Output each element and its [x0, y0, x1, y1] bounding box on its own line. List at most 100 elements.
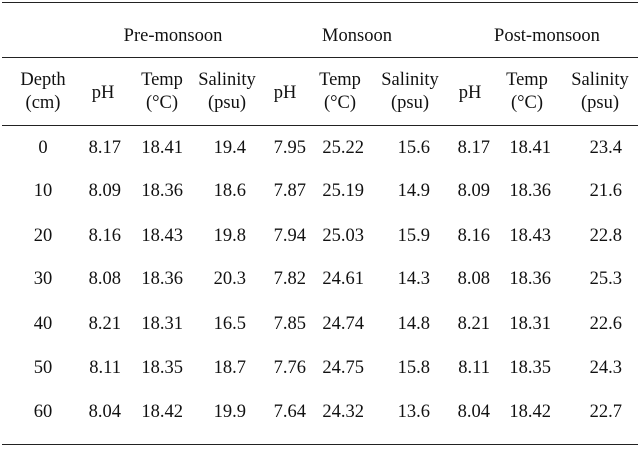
column-header-temp-pre-line1: Temp	[141, 70, 183, 90]
cell-ph-pre: 8.16	[88, 226, 121, 246]
top-rule	[2, 2, 638, 3]
cell-temp-pre: 18.36	[141, 269, 183, 289]
column-header-temp-pre: Temp (°C)	[141, 69, 183, 115]
cell-salinity-post: 22.7	[589, 402, 622, 422]
cell-ph-post: 8.16	[457, 226, 490, 246]
cell-temp-pre: 18.31	[141, 314, 183, 334]
cell-salinity-post: 21.6	[589, 181, 622, 201]
cell-temp-post: 18.36	[509, 269, 551, 289]
column-header-ph-post: pH	[458, 83, 482, 103]
cell-ph-post: 8.11	[458, 358, 490, 378]
cell-salinity-post: 23.4	[589, 138, 622, 158]
cell-ph-monsoon: 7.85	[273, 314, 306, 334]
column-header-temp-post: Temp (°C)	[506, 69, 548, 115]
cell-ph-monsoon: 7.95	[273, 138, 306, 158]
cell-ph-pre: 8.09	[88, 181, 121, 201]
column-header-temp-monsoon-line2: (°C)	[323, 93, 357, 113]
group-header-pre-monsoon: Pre-monsoon	[123, 26, 223, 46]
cell-ph-monsoon: 7.76	[273, 358, 306, 378]
cell-salinity-post: 22.8	[589, 226, 622, 246]
cell-temp-pre: 18.41	[141, 138, 183, 158]
column-header-temp-post-line2: (°C)	[510, 93, 544, 113]
column-header-temp-pre-line2: (°C)	[145, 93, 179, 113]
cell-ph-monsoon: 7.94	[273, 226, 306, 246]
column-header-salinity-post: Salinity (psu)	[571, 69, 629, 115]
cell-salinity-pre: 19.8	[213, 226, 246, 246]
cell-temp-pre: 18.42	[141, 402, 183, 422]
cell-salinity-post: 25.3	[589, 269, 622, 289]
cell-salinity-monsoon: 15.6	[397, 138, 430, 158]
cell-temp-monsoon: 24.32	[322, 402, 364, 422]
cell-temp-monsoon: 25.03	[322, 226, 364, 246]
cell-salinity-monsoon: 13.6	[397, 402, 430, 422]
cell-temp-pre: 18.36	[141, 181, 183, 201]
column-header-salinity-post-line1: Salinity	[571, 70, 629, 90]
cell-ph-post: 8.21	[457, 314, 490, 334]
cell-salinity-pre: 18.7	[213, 358, 246, 378]
cell-salinity-pre: 20.3	[213, 269, 246, 289]
cell-temp-monsoon: 24.61	[322, 269, 364, 289]
cell-ph-pre: 8.21	[88, 314, 121, 334]
cell-salinity-monsoon: 14.8	[397, 314, 430, 334]
group-header-monsoon: Monsoon	[322, 26, 392, 46]
column-header-depth-line2: (cm)	[25, 93, 61, 113]
cell-temp-monsoon: 24.75	[322, 358, 364, 378]
column-header-depth-line1: Depth	[20, 70, 66, 90]
column-header-rule	[2, 125, 638, 126]
cell-temp-post: 18.42	[509, 402, 551, 422]
cell-depth: 0	[38, 138, 48, 158]
cell-ph-pre: 8.08	[88, 269, 121, 289]
cell-depth: 30	[33, 269, 53, 289]
cell-depth: 50	[33, 358, 53, 378]
cell-ph-pre: 8.11	[89, 358, 121, 378]
column-header-temp-monsoon-line1: Temp	[319, 70, 361, 90]
column-header-temp-monsoon: Temp (°C)	[319, 69, 361, 115]
column-header-salinity-monsoon: Salinity (psu)	[381, 69, 439, 115]
cell-salinity-pre: 19.4	[213, 138, 246, 158]
column-header-salinity-pre-line1: Salinity	[198, 70, 256, 90]
cell-depth: 60	[33, 402, 53, 422]
cell-ph-monsoon: 7.82	[273, 269, 306, 289]
cell-salinity-monsoon: 15.8	[397, 358, 430, 378]
column-header-depth: Depth (cm)	[20, 69, 65, 115]
cell-temp-post: 18.36	[509, 181, 551, 201]
cell-salinity-monsoon: 15.9	[397, 226, 430, 246]
column-header-salinity-monsoon-line2: (psu)	[390, 93, 430, 113]
column-header-salinity-pre: Salinity (psu)	[198, 69, 256, 115]
cell-ph-monsoon: 7.87	[273, 181, 306, 201]
cell-ph-pre: 8.17	[88, 138, 121, 158]
cell-temp-monsoon: 25.22	[322, 138, 364, 158]
cell-depth: 40	[33, 314, 53, 334]
cell-temp-post: 18.35	[509, 358, 551, 378]
column-header-salinity-post-line2: (psu)	[580, 93, 620, 113]
cell-temp-pre: 18.35	[141, 358, 183, 378]
bottom-rule	[2, 444, 638, 445]
cell-depth: 20	[33, 226, 53, 246]
cell-ph-post: 8.09	[457, 181, 490, 201]
header-rule	[2, 57, 638, 58]
cell-ph-post: 8.17	[457, 138, 490, 158]
cell-ph-post: 8.08	[457, 269, 490, 289]
cell-salinity-monsoon: 14.9	[397, 181, 430, 201]
cell-salinity-pre: 18.6	[213, 181, 246, 201]
column-header-temp-post-line1: Temp	[506, 70, 548, 90]
column-header-ph-pre: pH	[91, 83, 115, 103]
cell-ph-pre: 8.04	[88, 402, 121, 422]
cell-depth: 10	[33, 181, 53, 201]
group-header-post-monsoon: Post-monsoon	[494, 26, 600, 46]
cell-salinity-monsoon: 14.3	[397, 269, 430, 289]
cell-ph-post: 8.04	[457, 402, 490, 422]
cell-salinity-post: 24.3	[589, 358, 622, 378]
column-header-salinity-pre-line2: (psu)	[207, 93, 247, 113]
cell-temp-monsoon: 25.19	[322, 181, 364, 201]
column-header-salinity-monsoon-line1: Salinity	[381, 70, 439, 90]
cell-ph-monsoon: 7.64	[273, 402, 306, 422]
cell-temp-post: 18.31	[509, 314, 551, 334]
cell-temp-post: 18.41	[509, 138, 551, 158]
cell-temp-monsoon: 24.74	[322, 314, 364, 334]
cell-temp-post: 18.43	[509, 226, 551, 246]
cell-salinity-pre: 19.9	[213, 402, 246, 422]
cell-temp-pre: 18.43	[141, 226, 183, 246]
column-header-ph-monsoon: pH	[273, 83, 297, 103]
